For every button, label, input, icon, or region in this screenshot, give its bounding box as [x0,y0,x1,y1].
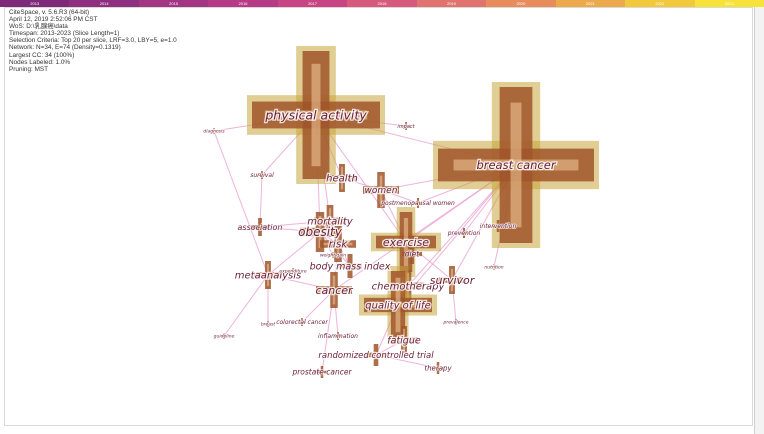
label-health: health [326,174,358,185]
label-therapy: therapy [424,364,452,372]
label-diagnosis: diagnosis [203,129,225,135]
node-impact[interactable] [402,122,410,130]
node-survivor[interactable] [438,266,466,294]
node-therapy[interactable] [432,362,444,374]
edge-metaanalysis-guideline [223,274,269,337]
info-line: April 12, 2019 2:52:06 PM CST [9,16,98,24]
node-physical-activity[interactable] [247,46,385,184]
timeline-year-2022: 2022 [625,0,695,7]
edge-diagnosis-metaanalysis [213,130,269,276]
node-expenditure[interactable] [290,268,296,274]
edge-cancer-colorectal-cancer [301,289,335,323]
label-obesity: obesity [298,225,343,239]
info-line: Pruning: MST [9,65,49,73]
node-risk[interactable] [320,226,356,262]
label-risk: risk [329,239,349,251]
info-line: Network: N=34, E=74 (Density=0.1319) [9,44,121,52]
label-women: women [365,186,398,196]
timeline-year-2018: 2018 [347,0,417,7]
label-chemotherapy: chemotherapy [372,282,446,293]
label-nutrition: nutrition [484,265,503,271]
label-inflammation: inflammation [318,333,358,340]
label-mortality: mortality [307,217,353,228]
label-breast: breast [261,322,276,328]
timeline-year-2015: 2015 [138,0,209,7]
node-inflammation[interactable] [334,332,342,340]
node-prevalence[interactable] [453,319,459,325]
node-diet[interactable] [402,244,422,264]
label-expenditure: expenditure [279,269,306,275]
node-body-mass-index[interactable] [338,254,362,278]
node-colorectal-cancer[interactable] [298,318,306,326]
label-colorectal-cancer: colorectal cancer [276,319,328,326]
timeline-year-2016: 2016 [208,0,278,7]
label-survivor: survivor [430,274,476,287]
node-cancer[interactable] [316,272,352,308]
node-weight-gain[interactable] [330,252,336,258]
network-info-panel: CiteSpace, v. 5.6.R3 (64-bit) April 12, 2… [9,9,177,73]
edge-obesity-metaanalysis [267,231,321,276]
label-impact: impact [397,124,415,130]
timeline-year-2014: 2014 [69,0,139,7]
label-intervention: intervention [480,223,517,230]
label-survival: survival [250,172,274,179]
info-line: WoS: D:\乳腺癌\data [9,23,68,31]
node-quality-of-life[interactable] [359,266,437,344]
node-health[interactable] [328,164,356,192]
label-postmenopausal-women: postmenopausal women [380,200,455,207]
label-prostate-cancer: prostate cancer [291,368,352,377]
node-metaanalysis[interactable] [254,261,282,289]
network-canvas-frame [4,7,753,426]
node-prostate-cancer[interactable] [316,366,328,378]
label-association: association [238,223,283,232]
node-survival[interactable] [258,171,266,179]
timeline-year-2020: 2020 [486,0,556,7]
label-physical-activity: physical activity [264,107,367,122]
vertical-scrollbar[interactable] [754,7,764,434]
info-line: Timespan: 2013-2023 (Slice Length=1) [9,30,120,38]
info-line: Largest CC: 34 (100%) [9,51,75,59]
node-postmenopausal-women[interactable] [413,198,423,208]
timeline-year-2023: 2023 [694,0,764,7]
label-quality-of-life: quality of life [365,301,430,312]
node-nutrition[interactable] [491,264,497,270]
info-line: CiteSpace, v. 5.6.R3 (64-bit) [9,9,90,16]
label-prevalence: prevalence [442,320,468,326]
label-guideline: guideline [214,334,235,340]
label-body-mass-index: body mass index [310,261,391,272]
timeline-year-2021: 2021 [555,0,626,7]
node-breast-cancer[interactable] [433,82,599,248]
node-intervention[interactable] [492,220,504,232]
label-prevention: prevention [447,230,481,237]
year-timeline-bar: 2013 2014 2015 2016 2017 2018 2019 2020 2021 2022… [0,0,764,7]
label-fatigue: fatigue [387,335,421,346]
node-mortality[interactable] [314,205,346,237]
label-weight-gain: weight gain [320,253,346,259]
label-cancer: cancer [315,284,354,297]
timeline-year-2013: 2013 [0,0,70,7]
node-prevention[interactable] [459,228,469,238]
label-diet: diet [405,250,420,259]
node-diagnosis[interactable] [211,128,217,134]
node-association[interactable] [251,218,269,236]
timeline-year-2017: 2017 [277,0,348,7]
network-labels: physical activity breast cancer health wome… [203,106,558,377]
node-women[interactable] [363,172,399,208]
timeline-year-2019: 2019 [416,0,487,7]
node-guideline[interactable] [221,333,227,339]
node-obesity[interactable] [300,212,340,252]
node-randomized-controlled-trial[interactable] [365,344,387,366]
label-exercise: exercise [383,236,429,249]
node-breast[interactable] [265,321,271,327]
label-randomized-controlled-trial: randomized controlled trial [318,351,434,361]
label-metaanalysis: metaanalysis [235,271,301,282]
label-breast-cancer: breast cancer [476,158,556,172]
info-line: Selection Criteria: Top 20 per slice, LR… [9,37,177,45]
network-nodes [211,46,599,378]
node-fatigue[interactable] [390,326,418,354]
info-line: Nodes Labeled: 1.0% [9,58,71,66]
